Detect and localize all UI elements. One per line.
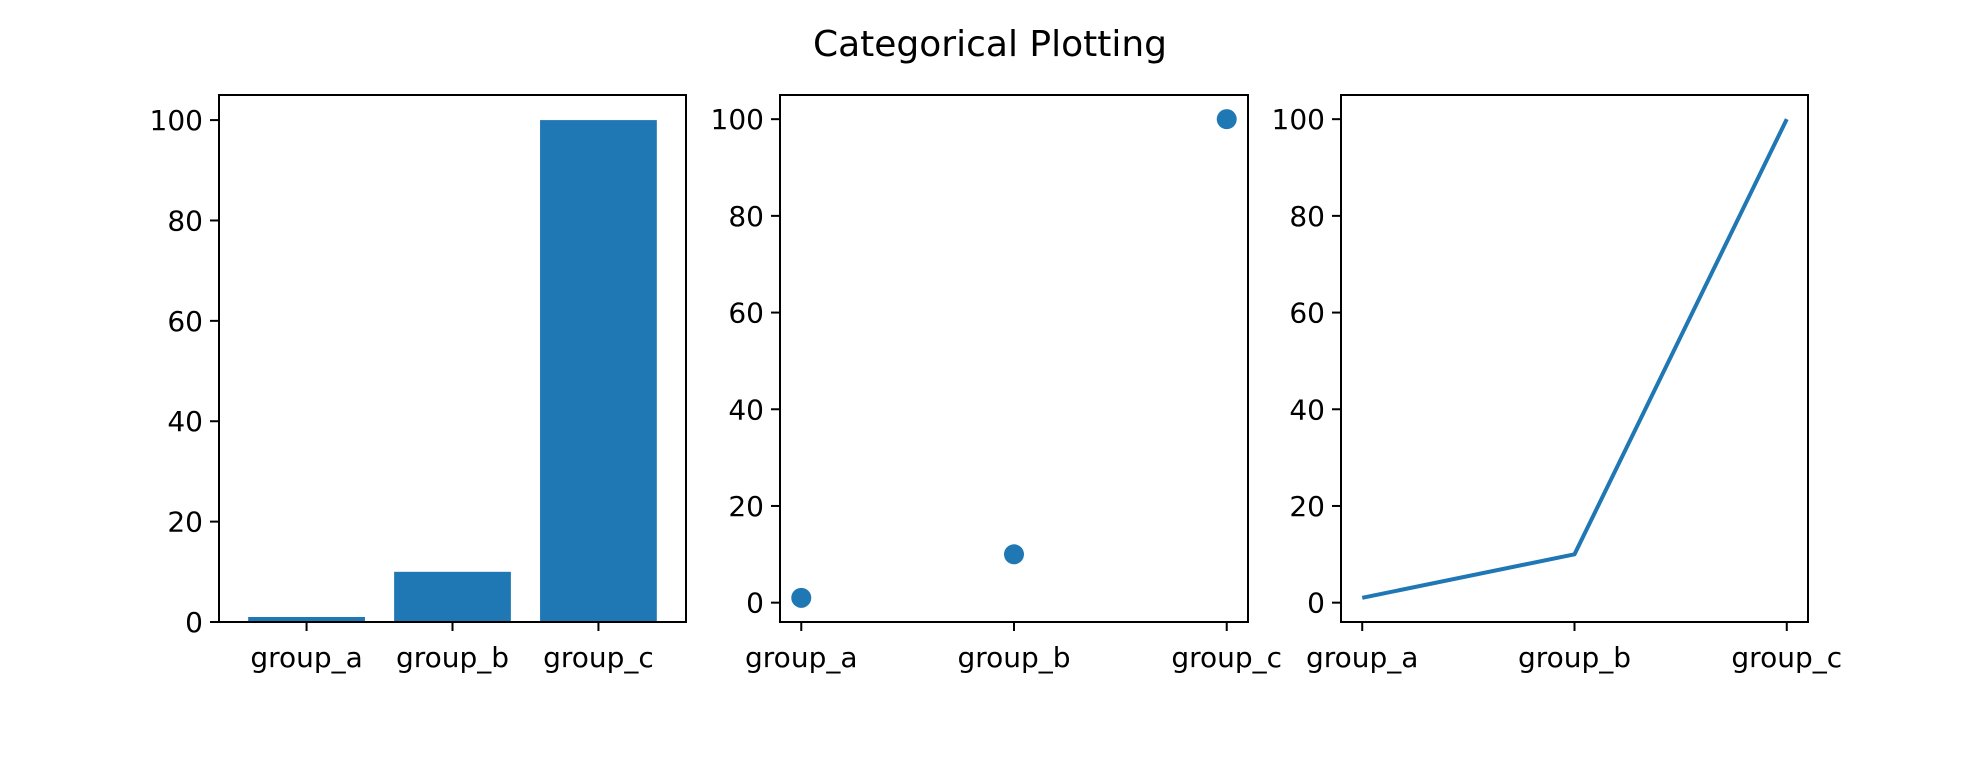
y-tick-label: 100 bbox=[1272, 103, 1325, 136]
scatter-chart-panel: 0 20 40 60 80 100 group_a group_b group_c bbox=[711, 94, 1282, 674]
x-tick-label: group_c bbox=[543, 641, 654, 674]
y-tick-label: 60 bbox=[167, 305, 203, 338]
y-tick-label: 80 bbox=[1289, 200, 1325, 233]
x-tick-label: group_b bbox=[1518, 641, 1631, 674]
point-group_b bbox=[1004, 544, 1024, 565]
y-tick-label: 60 bbox=[728, 297, 764, 330]
y-tick-label: 40 bbox=[1289, 393, 1325, 426]
y-tick-label: 0 bbox=[1307, 587, 1325, 620]
x-tick-label: group_c bbox=[1731, 641, 1842, 674]
y-tick-label: 20 bbox=[1289, 490, 1325, 523]
x-tick-label: group_c bbox=[1171, 641, 1282, 674]
x-tick-label: group_a bbox=[745, 641, 857, 674]
bar-group_b bbox=[394, 571, 511, 622]
y-tick-label: 100 bbox=[711, 103, 764, 136]
line-chart-panel: 0 20 40 60 80 100 group_a group_b group_c bbox=[1272, 94, 1842, 674]
bar-group_c bbox=[540, 120, 657, 622]
y-tick-label: 20 bbox=[167, 506, 203, 539]
y-tick-label: 40 bbox=[728, 393, 764, 426]
y-tick-label: 100 bbox=[150, 104, 203, 137]
y-tick-label: 80 bbox=[167, 204, 203, 237]
series-line bbox=[1361, 118, 1789, 600]
figure-title: Categorical Plotting bbox=[813, 24, 1167, 65]
x-tick-label: group_b bbox=[957, 641, 1070, 674]
point-group_a bbox=[791, 587, 812, 608]
y-tick-label: 80 bbox=[728, 200, 764, 233]
x-tick-label: group_a bbox=[1306, 641, 1418, 674]
x-tick-label: group_a bbox=[250, 641, 362, 674]
y-tick-label: 0 bbox=[746, 587, 764, 620]
y-tick-label: 60 bbox=[1289, 297, 1325, 330]
point-group_c bbox=[1216, 109, 1237, 130]
bar-chart-panel: 0 20 40 60 80 100 group_a group_b group_c bbox=[150, 94, 687, 674]
y-tick-label: 40 bbox=[167, 405, 203, 438]
y-tick-label: 20 bbox=[728, 490, 764, 523]
x-tick-label: group_b bbox=[396, 641, 509, 674]
y-tick-label: 0 bbox=[185, 606, 203, 639]
bar-group_a bbox=[248, 616, 365, 622]
